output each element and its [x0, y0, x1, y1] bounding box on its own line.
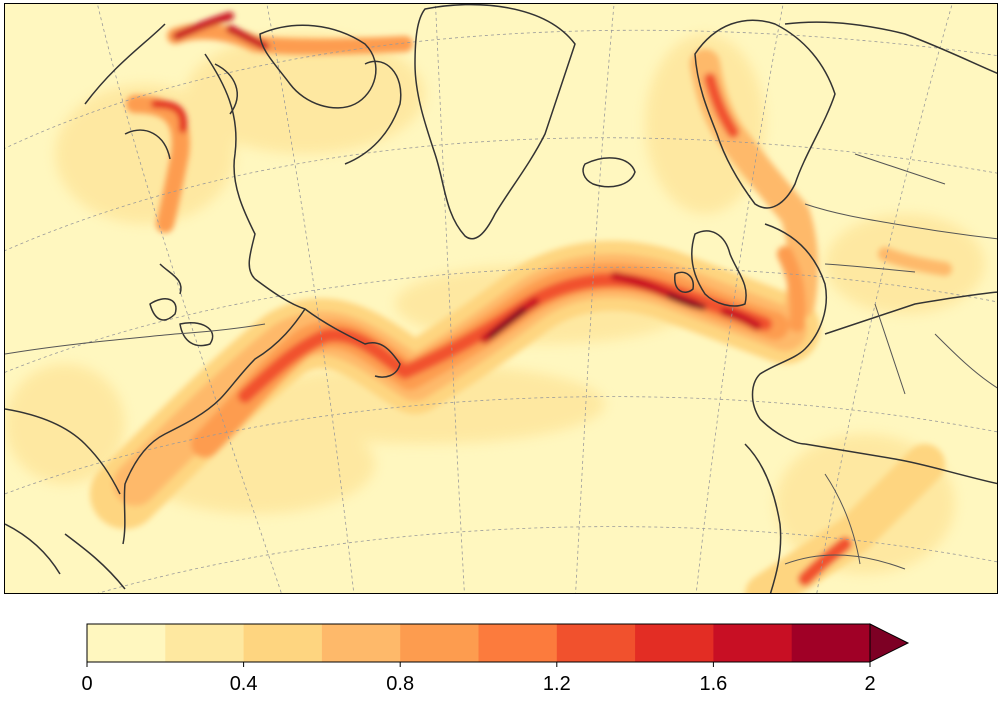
colorbar-bin: [713, 624, 793, 662]
colorbar-tick-label: 0.4: [230, 673, 258, 695]
map-canvas: [5, 4, 997, 593]
colorbar-bin: [791, 624, 871, 662]
colorbar-bin: [478, 624, 558, 662]
graticule: [5, 4, 997, 593]
coastlines: [5, 4, 997, 593]
colorbar-bin: [321, 624, 401, 662]
colorbar-bin: [556, 624, 636, 662]
colorbar-ticks: [86, 662, 871, 667]
colorbar-tick-label: 1.2: [543, 673, 571, 695]
field-plume: [90, 12, 952, 593]
colorbar-bin: [400, 624, 479, 662]
colorbar-bin: [635, 624, 714, 662]
colorbar-bins: [86, 623, 871, 663]
colorbar-bin: [165, 624, 245, 662]
political-borders: [5, 153, 997, 570]
colorbar-bin: [87, 624, 166, 662]
colorbar-tick-label: 0.8: [386, 673, 414, 695]
colorbar-tick-label: 1.6: [699, 673, 727, 695]
colorbar-tick-label: 2: [864, 673, 875, 695]
colorbar-bin: [243, 624, 323, 662]
colorbar-tick-label: 0: [81, 673, 92, 695]
colorbar-extend-arrow: [869, 623, 910, 663]
colorbar: 0 0.4 0.8 1.2 1.6 2: [81, 623, 910, 695]
colorbar-tick-labels: 0 0.4 0.8 1.2 1.6 2: [81, 673, 875, 695]
map-panel: [4, 3, 998, 594]
